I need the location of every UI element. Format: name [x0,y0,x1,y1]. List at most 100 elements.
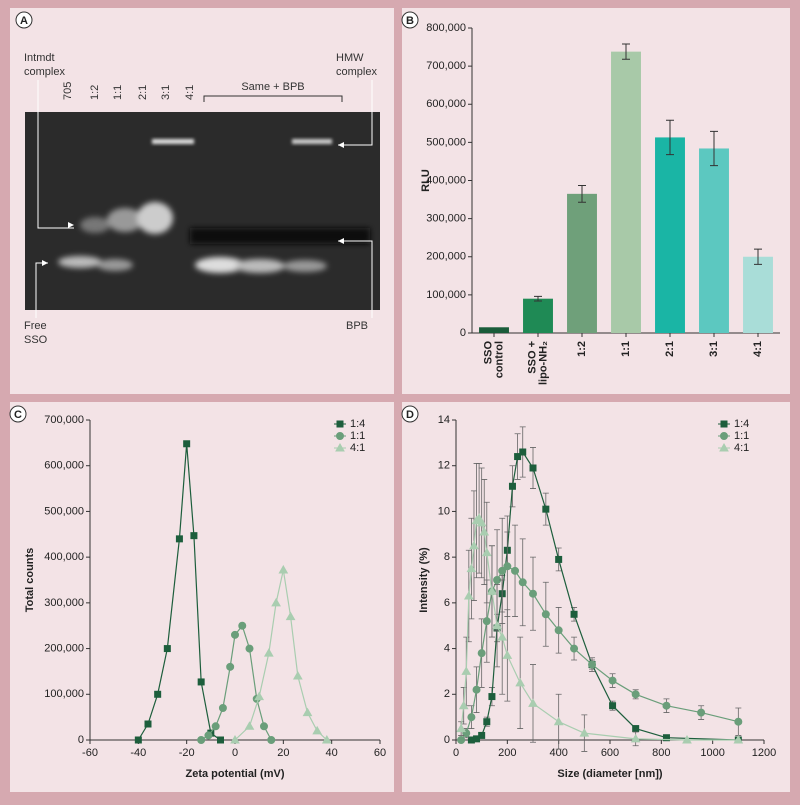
marker [497,632,508,641]
y-tick-label: 800,000 [426,22,466,34]
arrowhead [338,238,344,244]
marker [457,736,466,744]
marker [263,648,274,657]
lane-label: 1:2 [89,85,101,100]
legend-label: 1:4 [350,418,365,430]
panel-letter: B [406,15,414,27]
marker [733,734,744,744]
marker [482,617,491,626]
marker [479,526,490,536]
marker [204,731,213,740]
y-tick-label: 2 [444,688,450,700]
panel-badge [15,11,33,29]
y-tick-label: 100,000 [426,289,466,301]
marker [514,453,522,461]
y-tick-label: 600,000 [44,460,84,472]
x-tick-label: 3:1 [708,341,720,357]
x-tick-label: 1:1 [620,341,632,357]
marker [529,589,537,598]
y-tick-label: 400,000 [426,174,466,186]
marker [163,645,171,653]
marker [734,717,743,726]
marker [553,716,564,726]
bar [699,148,729,333]
legend-label: 4:1 [734,442,749,454]
x-tick-label: 40 [326,747,338,759]
x-tick-label: SSO [482,341,494,365]
y-tick-label: 300,000 [44,597,84,609]
marker [588,660,597,669]
marker [456,723,466,733]
marker [554,626,563,635]
x-tick-label: 600 [601,747,619,759]
arrow [338,240,373,318]
marker [487,586,497,595]
x-tick-label: SSO + [526,341,538,374]
marker [197,736,206,744]
marker [477,649,486,658]
y-tick-label: 400,000 [44,551,84,563]
hmw-label: complex [336,66,377,78]
y-tick-label: 100,000 [44,688,84,700]
bar [611,51,641,333]
x-tick-label: 1200 [752,747,776,759]
panel-badge [401,405,419,423]
marker [529,464,537,472]
marker [458,700,469,710]
marker [492,620,502,630]
intmdt-label: Intmdt [24,52,55,64]
y-tick-label: 10 [438,505,450,517]
marker [469,540,479,550]
marker [278,564,289,574]
marker [302,707,313,717]
y-tick-label: 0 [444,734,450,746]
error-bar [578,184,586,203]
legend-marker [719,442,729,452]
lane-label: 4:1 [184,85,196,100]
y-tick-label: 6 [444,597,450,609]
bar [655,137,685,333]
marker [609,702,617,710]
y-tick-label: 500,000 [426,136,466,148]
y-tick-label: 200,000 [44,642,84,654]
marker [267,736,276,744]
marker [244,721,255,730]
x-tick-label: 400 [549,747,567,759]
error-bar [534,295,542,302]
x-tick-label: -40 [130,747,146,759]
bracket-label: Same + BPB [241,81,304,93]
marker [134,736,142,744]
marker [697,708,706,717]
x-tick-label: 20 [277,747,289,759]
x-tick-label: 2:1 [664,341,676,357]
legend-marker [335,442,345,452]
legend-label: 1:1 [734,430,749,442]
marker [515,677,526,687]
marker [630,733,641,743]
marker [312,725,323,735]
marker [472,685,481,694]
y-tick-label: 200,000 [426,251,466,263]
bpb-label: BPB [346,320,368,332]
marker [245,644,254,653]
y-tick-label: 500,000 [44,505,84,517]
intmdt-label: complex [24,66,65,78]
marker [144,720,152,728]
marker [461,666,472,675]
marker [183,440,191,448]
y-tick-label: 12 [438,460,450,472]
marker [154,690,162,698]
legend-marker [336,432,344,440]
marker [662,701,671,710]
marker [508,482,516,490]
legend-marker [720,432,728,440]
panel-c [10,402,394,792]
marker [519,448,527,456]
marker [271,597,281,607]
panel-letter: A [20,15,28,27]
panel-letter: D [406,409,414,421]
marker [498,566,507,575]
panel-badge [401,11,419,29]
bracket [203,95,343,102]
